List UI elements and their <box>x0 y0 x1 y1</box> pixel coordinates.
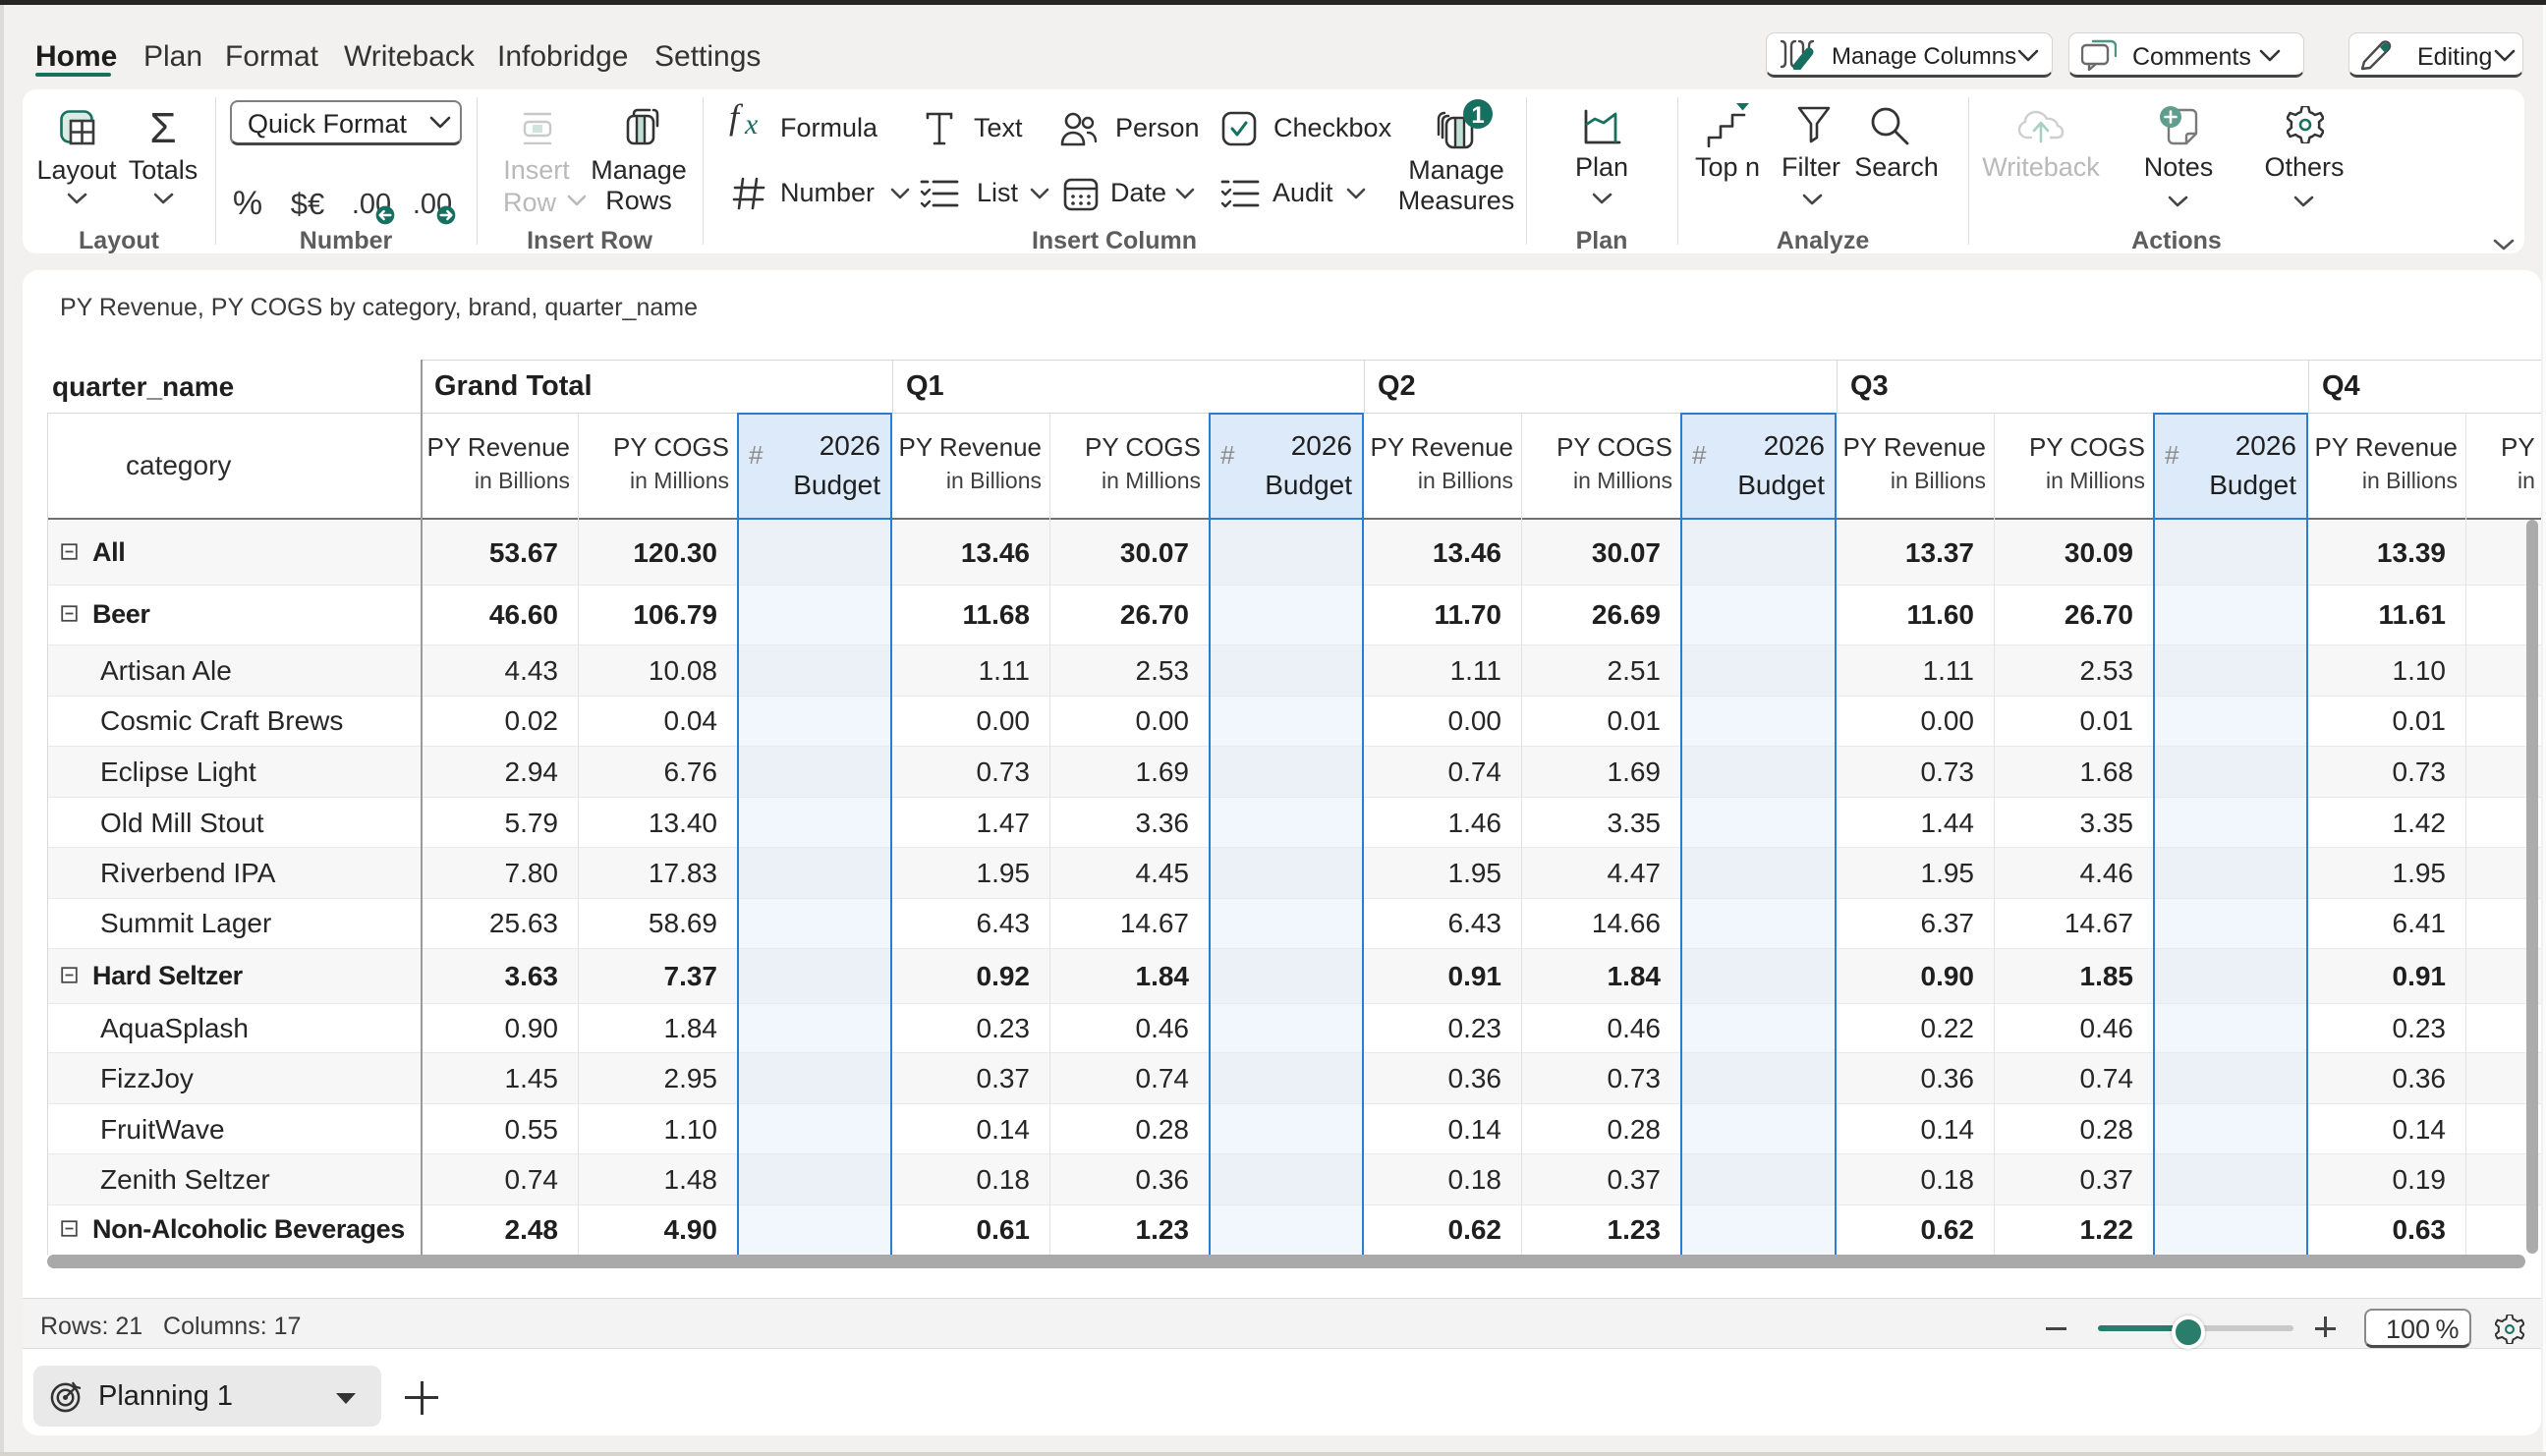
svg-text:f: f <box>729 101 744 137</box>
svg-text:x: x <box>744 108 759 137</box>
